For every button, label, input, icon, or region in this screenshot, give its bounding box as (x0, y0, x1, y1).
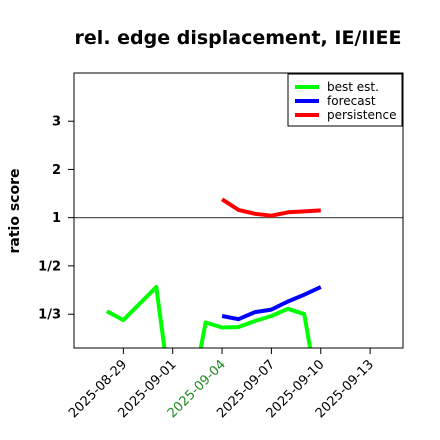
y-tick-label-4: 1/3 (38, 308, 61, 323)
legend-label-2: persistence (327, 108, 396, 122)
legend-label-1: forecast (327, 94, 376, 108)
plot-frame (73, 72, 404, 349)
series-line-2 (221, 197, 321, 218)
series-line-0 (105, 285, 313, 348)
y-tick-label-0: 3 (52, 115, 61, 130)
legend-label-0: best est. (327, 80, 379, 94)
series-group (105, 197, 322, 348)
y-axis-label: ratio score (7, 169, 23, 254)
chart-title: rel. edge displacement, IE/IIEE (75, 27, 402, 49)
series-line-1 (221, 285, 322, 322)
y-tick-label-3: 1/2 (38, 259, 61, 274)
y-tick-label-2: 1 (52, 211, 61, 226)
y-tick-label-1: 2 (52, 163, 61, 178)
